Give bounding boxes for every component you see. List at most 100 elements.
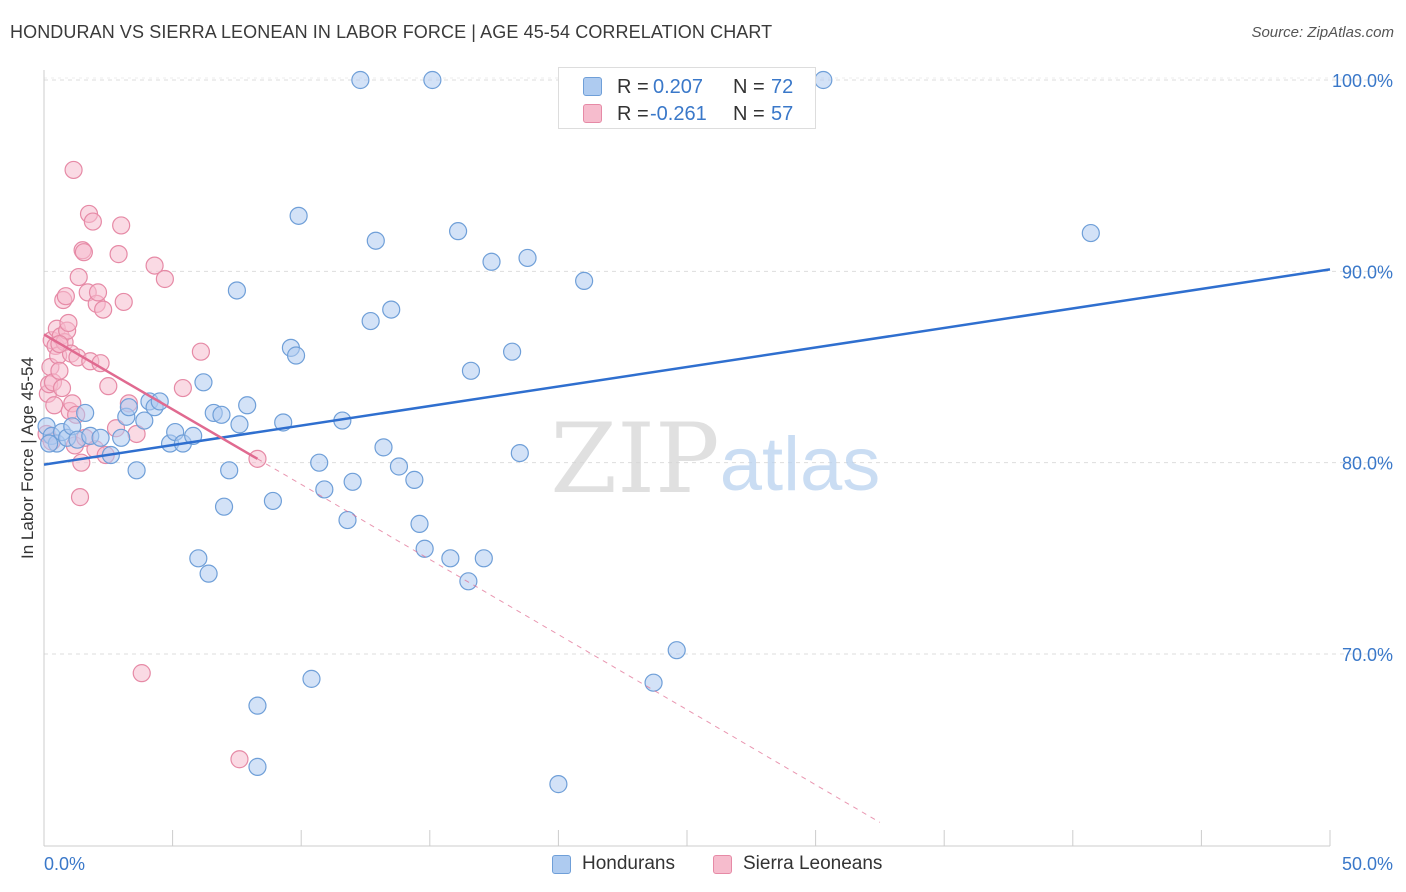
sierra-leonean-trend-line [43,333,259,460]
legend-n-label: N = [733,102,765,125]
honduran-point [310,453,329,472]
legend-n-value: 57 [771,102,794,125]
legend-n-label: N = [733,75,765,98]
bottom-legend-swatch-pink [713,854,732,874]
y-tick-label: 100.0% [1332,71,1393,91]
legend-r-label: R = [617,102,649,125]
honduran-point [189,549,208,568]
axis-layer [43,70,1331,847]
tick-label-layer: 70.0% 80.0% 90.0% 100.0% 0.0% 50.0% [44,71,1393,874]
sierra-leonean-point [132,664,151,683]
honduran-point [194,373,213,392]
honduran-point [374,438,393,457]
stats-legend: R = 0.207 N = 72 R = -0.261 N = 57 [558,67,816,129]
honduran-point [510,444,529,463]
bottom-legend-sierra-leoneans: Sierra Leoneans [713,852,882,876]
grid-layer [44,77,1390,655]
honduran-point [644,673,663,692]
honduran-point [549,775,568,794]
honduran-point [220,461,239,480]
sierra-leonean-point [94,300,113,319]
sierra-leonean-point [155,269,174,289]
sierra-leonean-point [45,396,64,415]
sierra-leonean-point [145,256,164,275]
sierra-leonean-point [70,488,90,507]
sierra-leonean-point [230,750,249,769]
honduran-point [461,361,481,380]
legend-r-value: -0.261 [650,102,707,125]
honduran-point [212,405,231,424]
watermark-atlas: atlas [720,422,881,507]
honduran-point [667,641,686,660]
bottom-legend-label: Sierra Leoneans [743,853,883,874]
honduran-trend-line [43,268,1331,466]
honduran-point [814,70,833,90]
honduran-point [448,222,468,241]
sierra-leonean-point [56,287,75,306]
honduran-point [405,470,424,489]
honduran-point [286,346,306,365]
sierra-leonean-point [191,342,210,361]
y-tick-label: 70.0% [1342,645,1393,665]
honduran-point [410,514,429,533]
trend-layer [43,268,1331,823]
sierra-leonean-point [109,245,128,264]
sierra-leonean-point [72,453,91,472]
honduran-point [389,457,409,476]
honduran-point [248,757,267,776]
sierra-leonean-point [88,283,108,302]
honduran-point [289,206,308,225]
honduran-point [474,549,493,568]
watermark: ZIP atlas [550,403,880,515]
honduran-point [441,549,460,568]
honduran-point [248,696,267,715]
honduran-point [91,428,110,447]
honduran-point [338,510,357,530]
honduran-point [112,428,131,447]
legend-swatch-blue [583,77,602,96]
honduran-point [227,281,246,300]
x-tick-label-min: 0.0% [44,854,85,874]
sierra-leonean-point [50,361,69,380]
honduran-point [263,491,283,511]
honduran-point [351,70,370,90]
honduran-point [214,497,234,516]
honduran-point [415,539,434,558]
honduran-point [315,480,334,499]
honduran-point [575,271,594,290]
sierra-leonean-trend-extension [257,458,881,823]
sierra-leonean-point [59,313,78,333]
honduran-point [119,398,138,417]
bottom-legend-label: Hondurans [582,853,675,874]
sierra-leonean-point [74,243,93,262]
y-tick-label: 90.0% [1342,262,1393,282]
honduran-point [76,403,95,423]
legend-r-label: R = [617,75,649,98]
legend-swatch-pink [583,104,602,123]
sierra-leonean-point [114,292,133,312]
honduran-point [135,411,154,430]
honduran-point [302,669,321,688]
honduran-point [518,248,537,268]
honduran-point [382,300,401,319]
honduran-point [503,342,522,361]
sierra-leonean-point [112,216,131,235]
honduran-point [40,434,59,453]
honduran-point [230,415,249,434]
sierra-leonean-point [99,377,118,396]
bottom-legend-swatch-blue [552,854,571,874]
honduran-point [1081,223,1100,243]
chart-title: HONDURAN VS SIERRA LEONEAN IN LABOR FORC… [10,22,773,42]
sierra-leonean-point [83,212,102,231]
sierra-leonean-point [173,378,192,398]
watermark-zip: ZIP [550,403,719,515]
honduran-point [199,564,218,583]
legend-r-value: 0.207 [653,75,704,98]
honduran-point [343,472,362,491]
bottom-legend-hondurans: Hondurans [552,852,675,876]
honduran-point [482,252,501,271]
source-label: Source: ZipAtlas.com [1251,24,1394,41]
honduran-point [366,231,385,250]
